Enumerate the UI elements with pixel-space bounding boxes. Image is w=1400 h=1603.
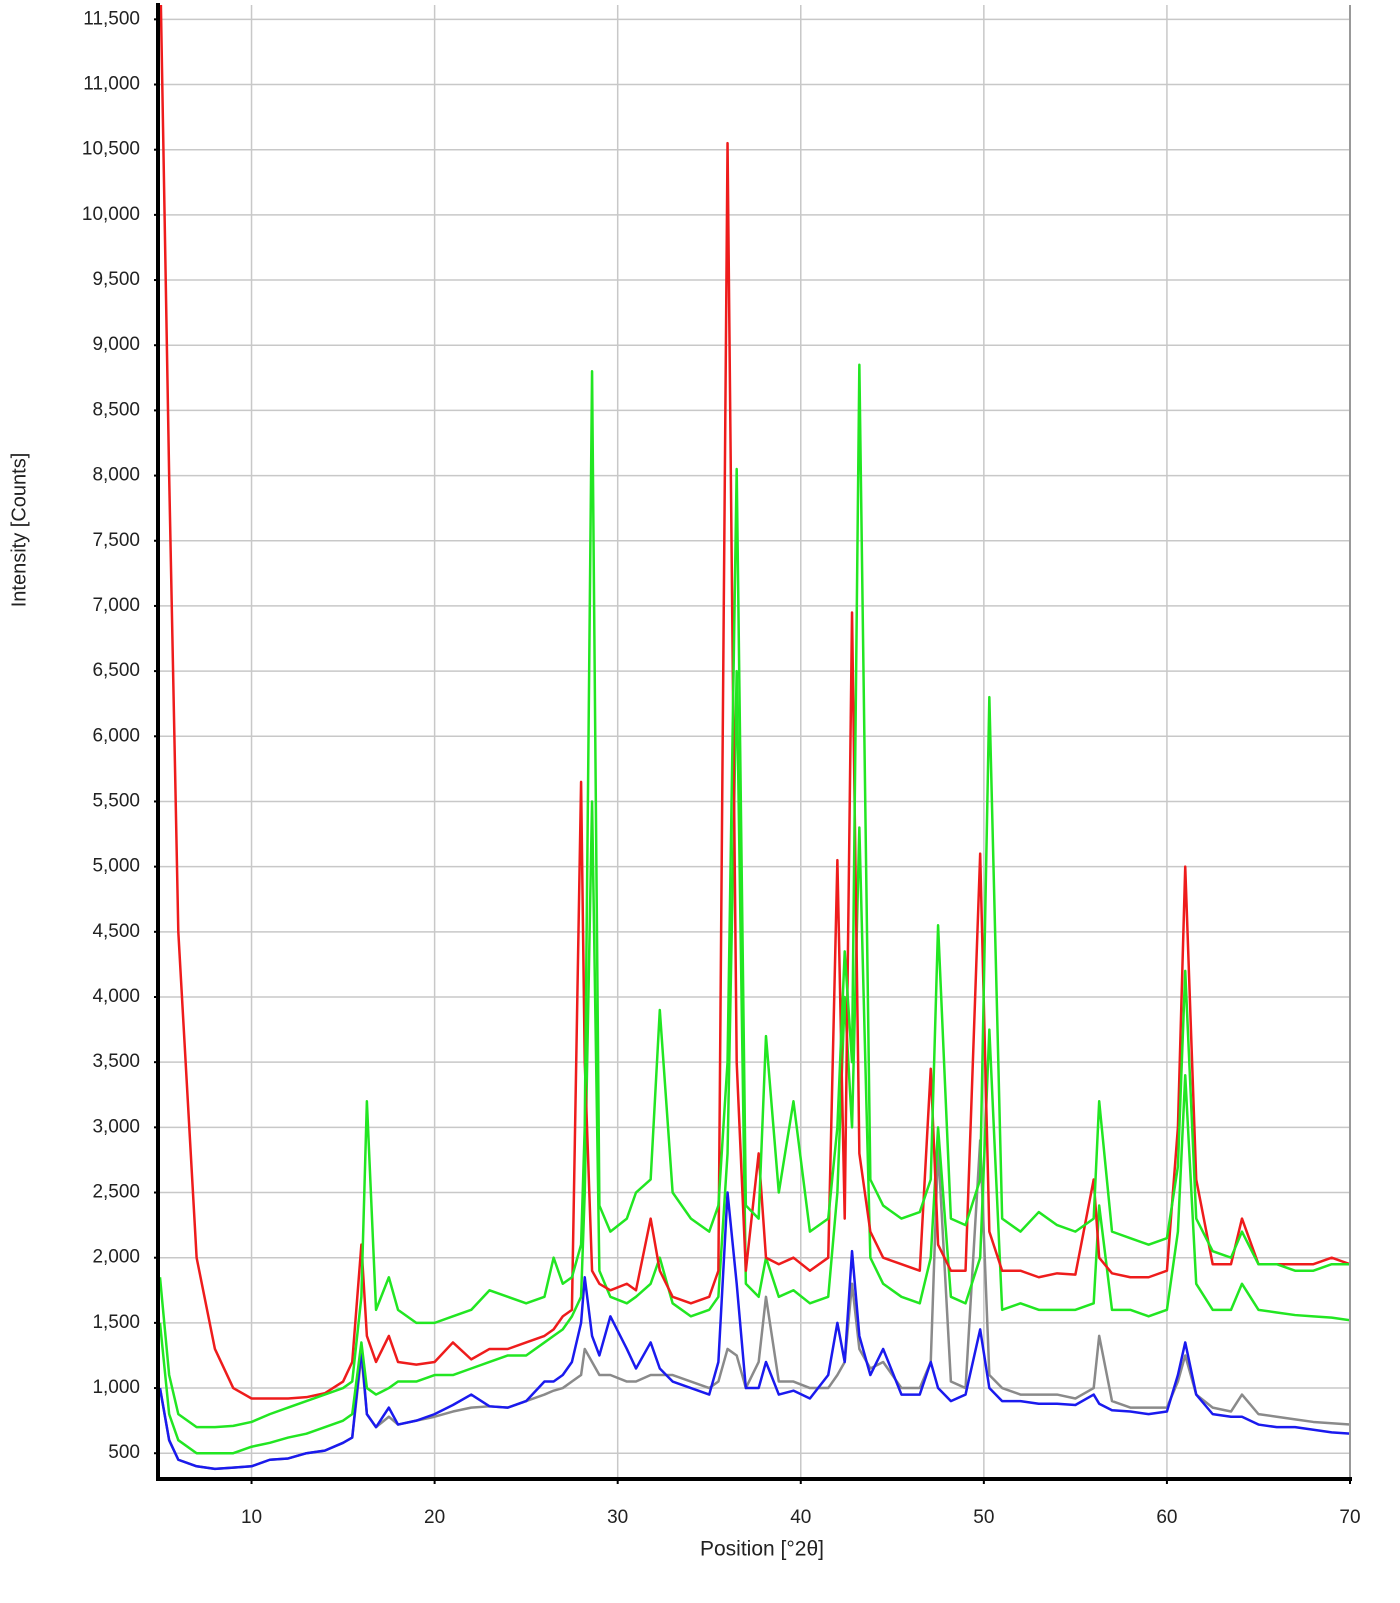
- x-axis-label: Position [°2θ]: [700, 1538, 824, 1561]
- series-line: [160, 669, 1350, 1455]
- y-tick-label: 4,500: [92, 921, 140, 942]
- y-tick-label: 5,500: [92, 790, 140, 811]
- plot-area: [160, 5, 1350, 1471]
- y-tick-label: 500: [108, 1442, 140, 1463]
- y-tick-label: 11,000: [83, 74, 140, 95]
- y-tick-label: 11,500: [83, 8, 140, 29]
- y-tick-label: 5,000: [92, 856, 140, 877]
- y-tick-label: 6,000: [92, 725, 140, 746]
- y-axis-label: Intensity [Counts]: [8, 453, 30, 608]
- x-tick-label: 50: [973, 1507, 994, 1528]
- x-tick-label: 10: [241, 1507, 262, 1528]
- y-tick-label: 9,000: [92, 334, 140, 355]
- x-tick-label: 40: [790, 1507, 811, 1528]
- y-tick-label: 8,500: [92, 399, 140, 420]
- y-tick-label: 1,500: [92, 1312, 140, 1333]
- x-tick-label: 20: [424, 1507, 445, 1528]
- series-line: [160, 1191, 1350, 1471]
- y-tick-label: 9,500: [92, 269, 140, 290]
- y-tick-label: 2,000: [92, 1247, 140, 1268]
- y-tick-label: 2,500: [92, 1182, 140, 1203]
- y-tick-label: 3,000: [92, 1116, 140, 1137]
- y-tick-label: 10,000: [82, 204, 140, 225]
- series-line: [160, 363, 1350, 1429]
- y-tick-label: 7,500: [92, 530, 140, 551]
- y-tick-label: 10,500: [82, 139, 140, 160]
- x-tick-label: 70: [1339, 1507, 1360, 1528]
- y-tick-label: 4,000: [92, 986, 140, 1007]
- y-tick-label: 3,500: [92, 1051, 140, 1072]
- series-line: [160, 5, 1350, 1400]
- y-tick-label: 6,500: [92, 660, 140, 681]
- x-tick-label: 30: [607, 1507, 628, 1528]
- x-tick-label: 60: [1156, 1507, 1177, 1528]
- y-tick-label: 8,000: [92, 465, 140, 486]
- y-tick-label: 1,000: [92, 1377, 140, 1398]
- y-tick-label: 7,000: [92, 595, 140, 616]
- grid: [160, 5, 1351, 1478]
